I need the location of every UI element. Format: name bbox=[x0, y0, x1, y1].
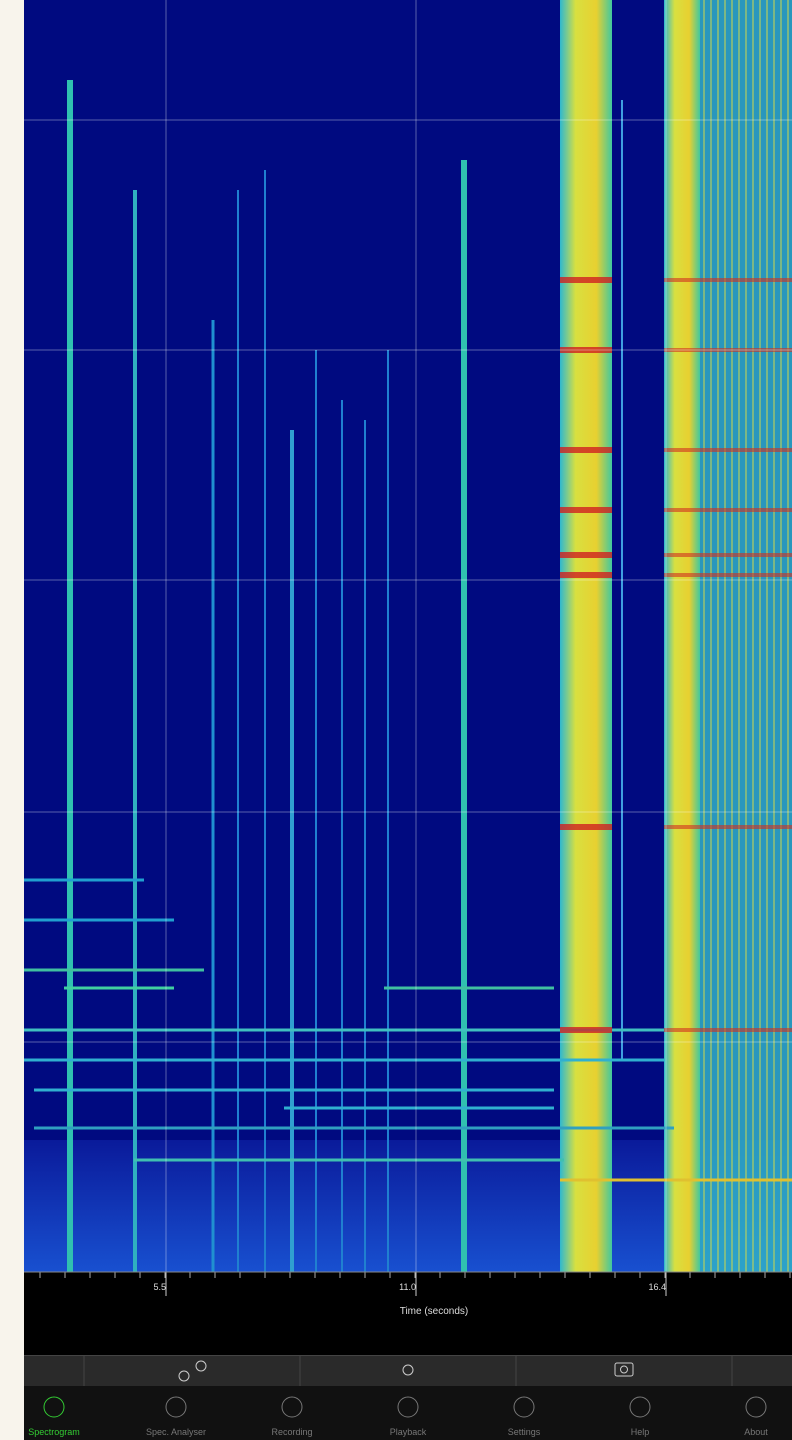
tab-label: Help bbox=[585, 1427, 695, 1437]
icon-shape bbox=[630, 1397, 650, 1417]
x-tick-label: 11.0 bbox=[399, 1282, 416, 1292]
tone bbox=[34, 1089, 554, 1092]
icon-shape bbox=[44, 1397, 64, 1417]
hotspot bbox=[664, 573, 792, 577]
page: {"axis": {"ticks": ["5.5", "11.0", "16.4… bbox=[0, 0, 792, 1440]
hotspot bbox=[560, 1027, 612, 1033]
zoom-icon[interactable] bbox=[179, 1371, 189, 1381]
body: Time (seconds) Spectrogram Spec. Analyser… bbox=[0, 0, 792, 1440]
x-tick-label: 16.4 bbox=[648, 1282, 666, 1292]
camera-lens bbox=[621, 1366, 628, 1373]
axis-label: Time (seconds) bbox=[324, 1306, 544, 1317]
icon-shape bbox=[514, 1397, 534, 1417]
camera-icon[interactable] bbox=[615, 1363, 633, 1376]
tone bbox=[24, 1059, 664, 1062]
tab-label: Recording bbox=[237, 1427, 347, 1437]
tab-icon bbox=[393, 1392, 423, 1422]
icon-shape bbox=[166, 1397, 186, 1417]
tone bbox=[560, 1179, 792, 1182]
tab-label: Spec. Analyser bbox=[121, 1427, 231, 1437]
tab[interactable]: Help bbox=[585, 1386, 695, 1440]
tab[interactable]: Spectrogram bbox=[0, 1386, 109, 1440]
zoom-icon[interactable] bbox=[196, 1361, 206, 1371]
tab-icon bbox=[625, 1392, 655, 1422]
tone bbox=[24, 879, 144, 882]
hotspot bbox=[560, 507, 612, 513]
tone bbox=[384, 987, 554, 990]
x-tick-label: 5.5 bbox=[153, 1282, 166, 1292]
tab-label: About bbox=[701, 1427, 792, 1437]
tab-icon bbox=[741, 1392, 771, 1422]
tone bbox=[24, 919, 174, 922]
hotspot bbox=[560, 277, 612, 283]
hotspot bbox=[664, 508, 792, 512]
tab[interactable]: About bbox=[701, 1386, 792, 1440]
hotspot bbox=[664, 1028, 792, 1032]
tab[interactable]: Playback bbox=[353, 1386, 463, 1440]
tab-icon bbox=[39, 1392, 69, 1422]
tab-icon bbox=[161, 1392, 191, 1422]
tone bbox=[134, 1159, 564, 1162]
toolbar-icons bbox=[24, 1356, 792, 1386]
hotspot bbox=[664, 448, 792, 452]
hotspot bbox=[560, 552, 612, 558]
hotspot bbox=[664, 278, 792, 282]
hotspot bbox=[664, 825, 792, 829]
tab-icon bbox=[277, 1392, 307, 1422]
hotspot bbox=[664, 553, 792, 557]
hotspot bbox=[560, 572, 612, 578]
pan-icon[interactable] bbox=[403, 1365, 413, 1375]
tab[interactable]: Recording bbox=[237, 1386, 347, 1440]
energy-band bbox=[560, 0, 612, 1272]
spectrogram bbox=[24, 0, 792, 1385]
energy-band bbox=[664, 0, 700, 1272]
tab-label: Spectrogram bbox=[0, 1427, 109, 1437]
tone bbox=[284, 1107, 554, 1110]
hotspot bbox=[560, 824, 612, 830]
tone bbox=[24, 969, 204, 972]
icon-shape bbox=[746, 1397, 766, 1417]
tab-icon bbox=[509, 1392, 539, 1422]
icon-shape bbox=[398, 1397, 418, 1417]
tab[interactable]: Spec. Analyser bbox=[121, 1386, 231, 1440]
icon-shape bbox=[282, 1397, 302, 1417]
tone bbox=[34, 1127, 674, 1130]
tab-label: Playback bbox=[353, 1427, 463, 1437]
tab[interactable]: Settings bbox=[469, 1386, 579, 1440]
tab-label: Settings bbox=[469, 1427, 579, 1437]
toolbar bbox=[24, 1355, 792, 1386]
hotspot bbox=[560, 447, 612, 453]
tone bbox=[64, 987, 174, 990]
